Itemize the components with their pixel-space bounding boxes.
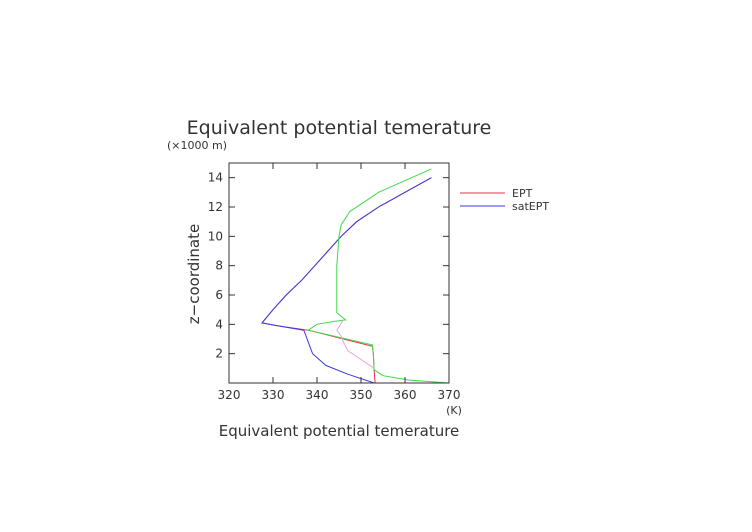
x-axis-label: Equivalent potential temerature bbox=[219, 422, 460, 440]
x-tick-label: 360 bbox=[394, 388, 417, 402]
x-tick-label: 350 bbox=[350, 388, 373, 402]
ticks-layer: 320 330 340 350 360 370 2 4 6 8 10 12 14 bbox=[208, 163, 461, 402]
legend-label: satEPT bbox=[512, 200, 549, 213]
series-layer bbox=[261, 168, 449, 383]
x-tick-label: 340 bbox=[306, 388, 329, 402]
y-axis-label: z−coordinate bbox=[185, 224, 203, 324]
series-line-1 bbox=[261, 177, 432, 383]
legend-label: EPT bbox=[512, 187, 533, 200]
x-tick-label: 330 bbox=[262, 388, 285, 402]
x-tick-label: 370 bbox=[438, 388, 461, 402]
y-tick-label: 14 bbox=[208, 171, 223, 185]
y-tick-label: 6 bbox=[215, 288, 223, 302]
plot-frame bbox=[228, 162, 450, 384]
y-tick-label: 2 bbox=[215, 347, 223, 361]
y-tick-label: 8 bbox=[215, 259, 223, 273]
y-unit-label: (×1000 m) bbox=[167, 139, 227, 152]
series-line-3 bbox=[336, 319, 375, 369]
x-tick-label: 320 bbox=[218, 388, 241, 402]
chart-title: Equivalent potential temerature bbox=[187, 117, 492, 139]
y-tick-label: 10 bbox=[208, 229, 223, 243]
series-line-0 bbox=[261, 177, 432, 383]
x-unit-label: (K) bbox=[446, 404, 462, 417]
y-tick-label: 12 bbox=[208, 200, 223, 214]
series-line-2 bbox=[306, 168, 449, 383]
y-tick-label: 4 bbox=[215, 317, 223, 331]
